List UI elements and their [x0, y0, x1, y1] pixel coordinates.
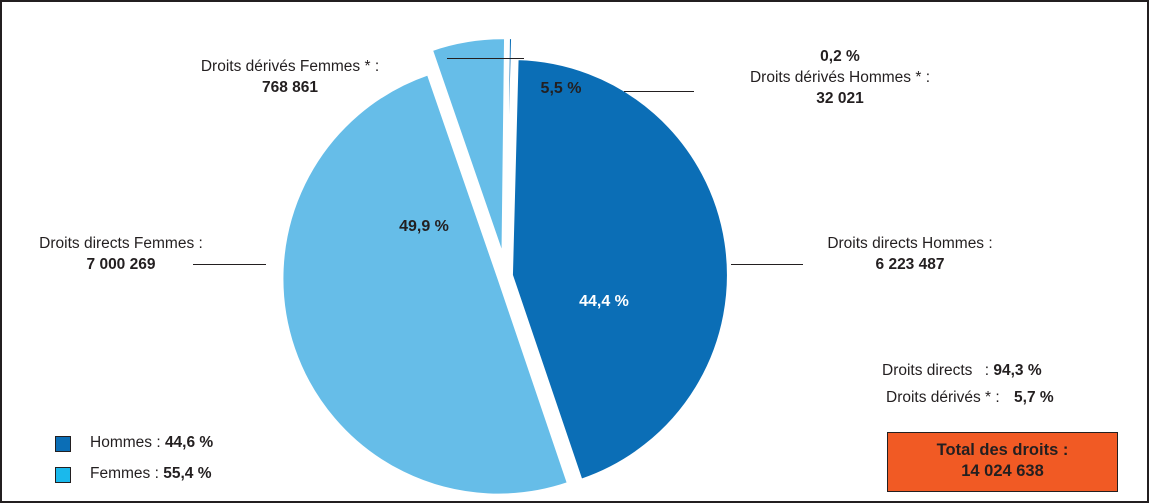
label-directs-hommes-name: Droits directs Hommes :: [827, 235, 993, 252]
legend-value-femmes: 55,4 %: [163, 465, 212, 482]
label-directs-femmes-value: 7 000 269: [86, 256, 156, 273]
label-directs-femmes: Droits directs Femmes : 7 000 269: [2, 233, 240, 275]
slice-percent-directs-femmes: 49,9 %: [399, 218, 449, 235]
label-derives-hommes-value: 32 021: [816, 90, 864, 107]
leader-derives-hommes: [624, 91, 694, 92]
label-directs-hommes-value: 6 223 487: [875, 256, 945, 273]
label-derives-hommes-name: Droits dérivés Hommes * :: [749, 69, 930, 86]
summary-directs-label: Droits directs: [882, 362, 973, 379]
summary-directs: Droits directs : 94,3 %: [882, 360, 1042, 381]
legend-item-hommes: Hommes : 44,6 %: [90, 432, 213, 453]
summary-directs-value: 94,3 %: [993, 362, 1042, 379]
label-derives-hommes: 0,2 % Droits dérivés Hommes * : 32 021: [700, 46, 980, 109]
total-value: 14 024 638: [961, 462, 1044, 480]
total-box: Total des droits : 14 024 638: [887, 432, 1118, 492]
summary-derives-label: Droits dérivés * :: [886, 389, 1000, 406]
slice-derives-hommes: [505, 37, 514, 255]
legend-item-femmes: Femmes : 55,4 %: [90, 463, 211, 484]
leader-directs-hommes: [731, 264, 803, 265]
label-derives-femmes-name: Droits dérivés Femmes * :: [200, 58, 380, 75]
legend-label-hommes: Hommes :: [90, 434, 161, 451]
slice-directs-hommes: [510, 58, 729, 481]
legend-value-hommes: 44,6 %: [164, 434, 214, 451]
label-directs-hommes: Droits directs Hommes : 6 223 487: [780, 233, 1040, 275]
label-derives-femmes: Droits dérivés Femmes * : 768 861: [160, 56, 420, 98]
label-derives-femmes-value: 768 861: [261, 79, 319, 96]
legend-swatch-hommes: [55, 436, 71, 452]
slice-directs-femmes: [281, 73, 570, 496]
summary-directs-sep: :: [984, 362, 990, 379]
slice-derives-femmes: [430, 37, 507, 255]
leader-directs-femmes: [193, 264, 266, 265]
legend-label-femmes: Femmes :: [90, 465, 159, 482]
pie-chart: [281, 37, 729, 496]
leader-derives-femmes: [447, 58, 524, 59]
label-directs-femmes-name: Droits directs Femmes :: [39, 235, 203, 252]
slice-percent-directs-hommes: 44,4 %: [579, 293, 629, 310]
summary-derives-value: 5,7 %: [1014, 389, 1054, 406]
slice-percent-derives-femmes: 5,5 %: [540, 80, 582, 97]
legend-swatch-femmes: [55, 467, 71, 483]
total-label: Total des droits :: [936, 441, 1069, 459]
label-derives-hommes-percent: 0,2 %: [820, 48, 860, 65]
summary-derives: Droits dérivés * : 5,7 %: [886, 387, 1054, 408]
